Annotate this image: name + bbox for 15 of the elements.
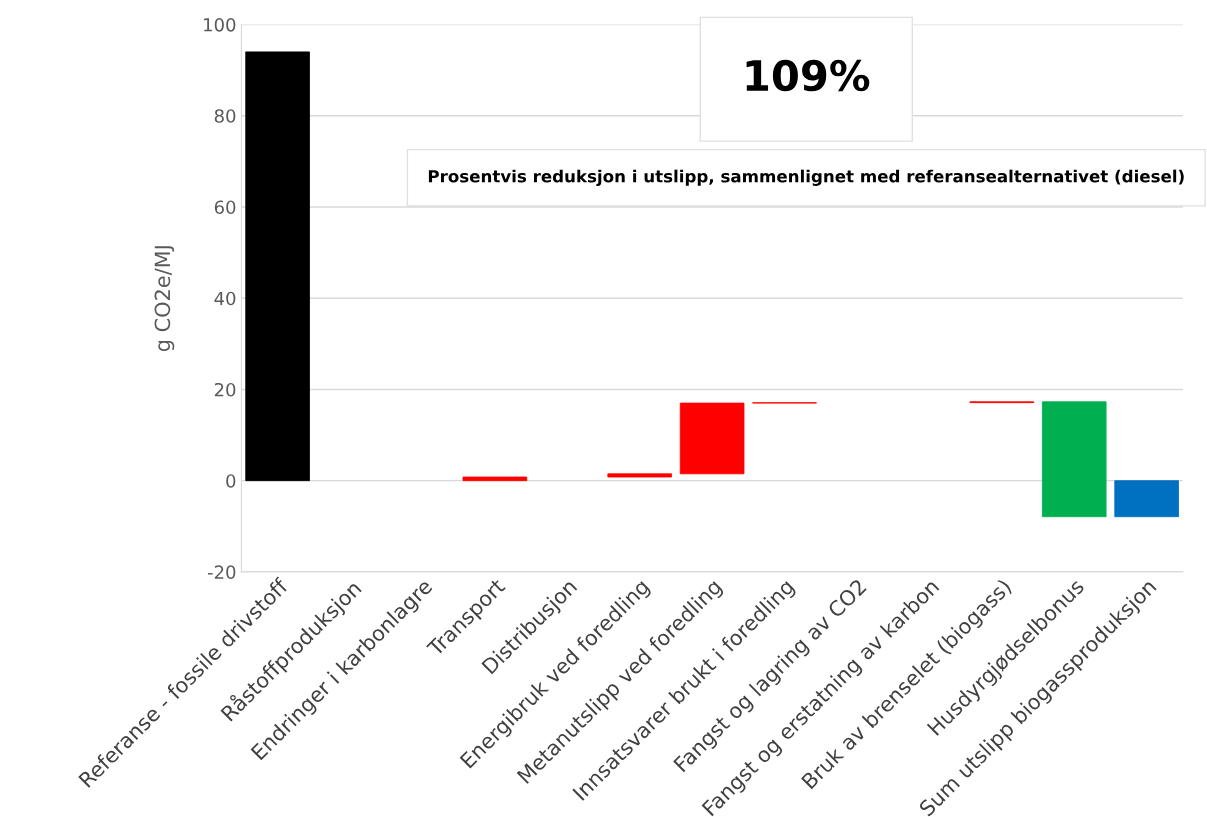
bar bbox=[245, 51, 310, 482]
y-tick-label: 0 bbox=[226, 474, 236, 488]
bar bbox=[1041, 401, 1107, 518]
bar bbox=[1114, 480, 1179, 518]
y-tick-label: 20 bbox=[214, 382, 236, 397]
annotation: 109% bbox=[746, 59, 870, 92]
y-tick-label: 100 bbox=[204, 17, 236, 32]
y-axis-title: g CO2e/MJ bbox=[154, 246, 175, 352]
bar bbox=[462, 476, 528, 482]
y-tick-label: 40 bbox=[214, 291, 236, 306]
y-tick-label: 80 bbox=[214, 109, 236, 123]
annotation: Prosentvis reduksjon i utslipp, sammenlignet med referansealternativet (diesel) bbox=[428, 169, 1184, 186]
bar bbox=[607, 473, 672, 478]
bar bbox=[679, 402, 745, 475]
y-tick-label: 60 bbox=[214, 200, 236, 215]
